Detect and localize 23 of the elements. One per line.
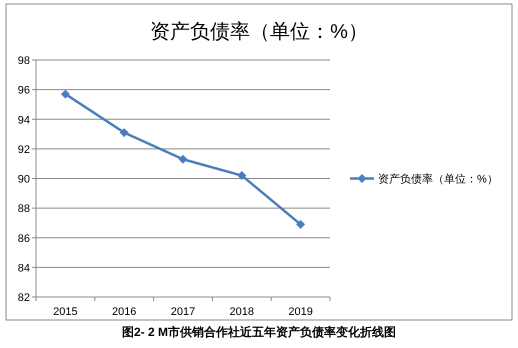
- x-tick-label: 2017: [170, 306, 196, 318]
- x-tick-label: 2015: [53, 306, 78, 318]
- point: [60, 90, 70, 99]
- legend-label: 资产负债率（单位：%）: [378, 172, 498, 186]
- x-tick-label: 2019: [288, 306, 313, 318]
- x-tick-label: 2018: [230, 306, 254, 318]
- legend: 资产负债率（单位：%）: [350, 174, 498, 186]
- chart-title: 资产负债率（单位：%）: [150, 21, 368, 43]
- y-tick-label: 88: [18, 203, 30, 216]
- y-tick-label: 90: [18, 174, 30, 186]
- y-tick-label: 86: [18, 232, 30, 245]
- y-tick-label: 82: [18, 292, 30, 304]
- y-tick-label: 84: [18, 262, 30, 274]
- point: [296, 220, 306, 229]
- caption: 图2- 2 M市供销合作社近五年资产负债率变化折线图: [122, 325, 396, 339]
- x-tick-label: 2016: [112, 306, 136, 318]
- point: [120, 128, 129, 138]
- point: [237, 171, 246, 180]
- y-tick-label: 92: [18, 144, 30, 156]
- y-tick-label: 96: [18, 84, 30, 97]
- point: [178, 154, 188, 164]
- y-tick-label: 94: [18, 114, 30, 126]
- y-tick-label: 98: [18, 55, 30, 67]
